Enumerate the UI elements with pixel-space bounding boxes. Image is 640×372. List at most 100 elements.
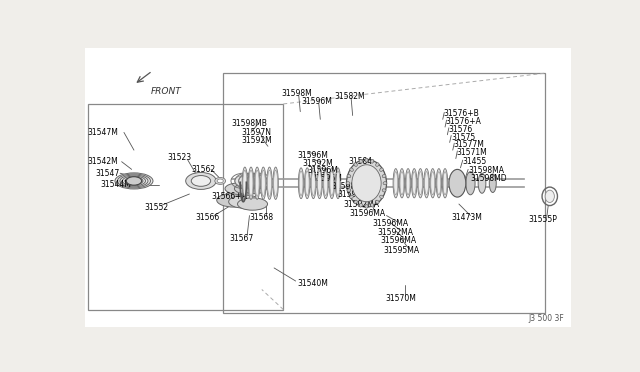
Text: 31523: 31523 bbox=[168, 153, 192, 162]
Text: 31598MD: 31598MD bbox=[470, 174, 507, 183]
Ellipse shape bbox=[449, 169, 466, 197]
Text: 31562: 31562 bbox=[191, 165, 215, 174]
Text: 31596M: 31596M bbox=[307, 166, 338, 176]
Ellipse shape bbox=[545, 190, 554, 202]
Ellipse shape bbox=[349, 168, 353, 171]
Text: 31566: 31566 bbox=[196, 213, 220, 222]
Ellipse shape bbox=[431, 172, 435, 195]
Text: 31566+A: 31566+A bbox=[211, 192, 247, 201]
Ellipse shape bbox=[418, 169, 423, 198]
Text: 31596M: 31596M bbox=[297, 151, 328, 160]
Ellipse shape bbox=[346, 182, 350, 185]
Ellipse shape bbox=[268, 170, 271, 196]
Ellipse shape bbox=[466, 172, 475, 195]
Ellipse shape bbox=[371, 159, 374, 163]
Ellipse shape bbox=[324, 171, 328, 196]
Ellipse shape bbox=[490, 174, 496, 192]
Ellipse shape bbox=[186, 173, 216, 189]
Text: FRONT: FRONT bbox=[151, 87, 182, 96]
Ellipse shape bbox=[249, 170, 253, 196]
Ellipse shape bbox=[234, 183, 260, 194]
Ellipse shape bbox=[305, 171, 309, 196]
Text: 31576: 31576 bbox=[449, 125, 473, 134]
Ellipse shape bbox=[242, 167, 248, 199]
Ellipse shape bbox=[255, 167, 260, 199]
Text: 31598MA: 31598MA bbox=[468, 166, 504, 176]
Text: 31576+A: 31576+A bbox=[446, 117, 482, 126]
Ellipse shape bbox=[394, 172, 397, 195]
Ellipse shape bbox=[347, 174, 351, 178]
Ellipse shape bbox=[346, 159, 387, 207]
Ellipse shape bbox=[329, 168, 335, 199]
Ellipse shape bbox=[317, 171, 321, 196]
Ellipse shape bbox=[437, 172, 441, 195]
Ellipse shape bbox=[125, 177, 143, 185]
Text: 31542M: 31542M bbox=[88, 157, 118, 166]
Ellipse shape bbox=[243, 170, 247, 196]
Text: 31582M: 31582M bbox=[334, 92, 365, 101]
Ellipse shape bbox=[405, 169, 411, 198]
Ellipse shape bbox=[412, 169, 417, 198]
Ellipse shape bbox=[376, 163, 379, 166]
Text: 31547M: 31547M bbox=[88, 128, 118, 137]
Text: 31596M: 31596M bbox=[302, 97, 333, 106]
Ellipse shape bbox=[323, 168, 328, 199]
Text: 31595M: 31595M bbox=[311, 174, 342, 183]
Ellipse shape bbox=[217, 179, 223, 183]
Bar bbox=[88, 104, 284, 310]
Ellipse shape bbox=[365, 205, 368, 208]
Ellipse shape bbox=[255, 170, 259, 196]
Text: 31596MA: 31596MA bbox=[380, 237, 417, 246]
Ellipse shape bbox=[354, 200, 357, 204]
Ellipse shape bbox=[412, 172, 416, 195]
Ellipse shape bbox=[261, 170, 265, 196]
Ellipse shape bbox=[237, 198, 268, 210]
Text: 31592MA: 31592MA bbox=[378, 228, 413, 237]
Ellipse shape bbox=[228, 195, 261, 208]
Ellipse shape bbox=[305, 168, 310, 199]
Ellipse shape bbox=[349, 195, 353, 199]
Ellipse shape bbox=[243, 184, 266, 194]
Ellipse shape bbox=[118, 174, 150, 188]
Text: 31555P: 31555P bbox=[528, 215, 557, 224]
Text: 31592M: 31592M bbox=[242, 136, 273, 145]
Ellipse shape bbox=[310, 168, 316, 199]
Ellipse shape bbox=[424, 172, 429, 195]
Ellipse shape bbox=[115, 173, 153, 189]
Ellipse shape bbox=[365, 158, 368, 162]
Ellipse shape bbox=[235, 176, 252, 186]
Ellipse shape bbox=[225, 183, 254, 195]
Text: 31584: 31584 bbox=[348, 157, 372, 166]
Ellipse shape bbox=[436, 169, 442, 198]
Ellipse shape bbox=[354, 163, 357, 166]
Text: 31473M: 31473M bbox=[451, 213, 482, 222]
Ellipse shape bbox=[299, 171, 303, 196]
Bar bbox=[223, 73, 545, 312]
Ellipse shape bbox=[298, 168, 304, 199]
Ellipse shape bbox=[317, 168, 322, 199]
Ellipse shape bbox=[267, 167, 272, 199]
Text: 31596MA: 31596MA bbox=[372, 219, 409, 228]
Ellipse shape bbox=[380, 168, 383, 171]
Text: 31598MB: 31598MB bbox=[232, 119, 268, 128]
Text: 31597N: 31597N bbox=[242, 128, 272, 137]
Text: 31592M: 31592M bbox=[303, 159, 333, 168]
Ellipse shape bbox=[250, 176, 267, 186]
Text: 31544M: 31544M bbox=[101, 180, 132, 189]
Ellipse shape bbox=[376, 200, 379, 204]
Ellipse shape bbox=[126, 177, 141, 185]
Text: 31592MA: 31592MA bbox=[344, 199, 380, 209]
Text: 31567: 31567 bbox=[230, 234, 253, 243]
Text: 31571M: 31571M bbox=[456, 148, 487, 157]
Ellipse shape bbox=[260, 167, 266, 199]
Ellipse shape bbox=[239, 176, 255, 186]
Ellipse shape bbox=[382, 174, 386, 178]
Ellipse shape bbox=[246, 176, 263, 186]
Text: 31598MC: 31598MC bbox=[331, 182, 367, 191]
Ellipse shape bbox=[359, 159, 362, 163]
Ellipse shape bbox=[382, 189, 386, 192]
Ellipse shape bbox=[273, 167, 278, 199]
Text: 31547: 31547 bbox=[95, 169, 120, 178]
Ellipse shape bbox=[335, 168, 340, 199]
Ellipse shape bbox=[400, 172, 404, 195]
